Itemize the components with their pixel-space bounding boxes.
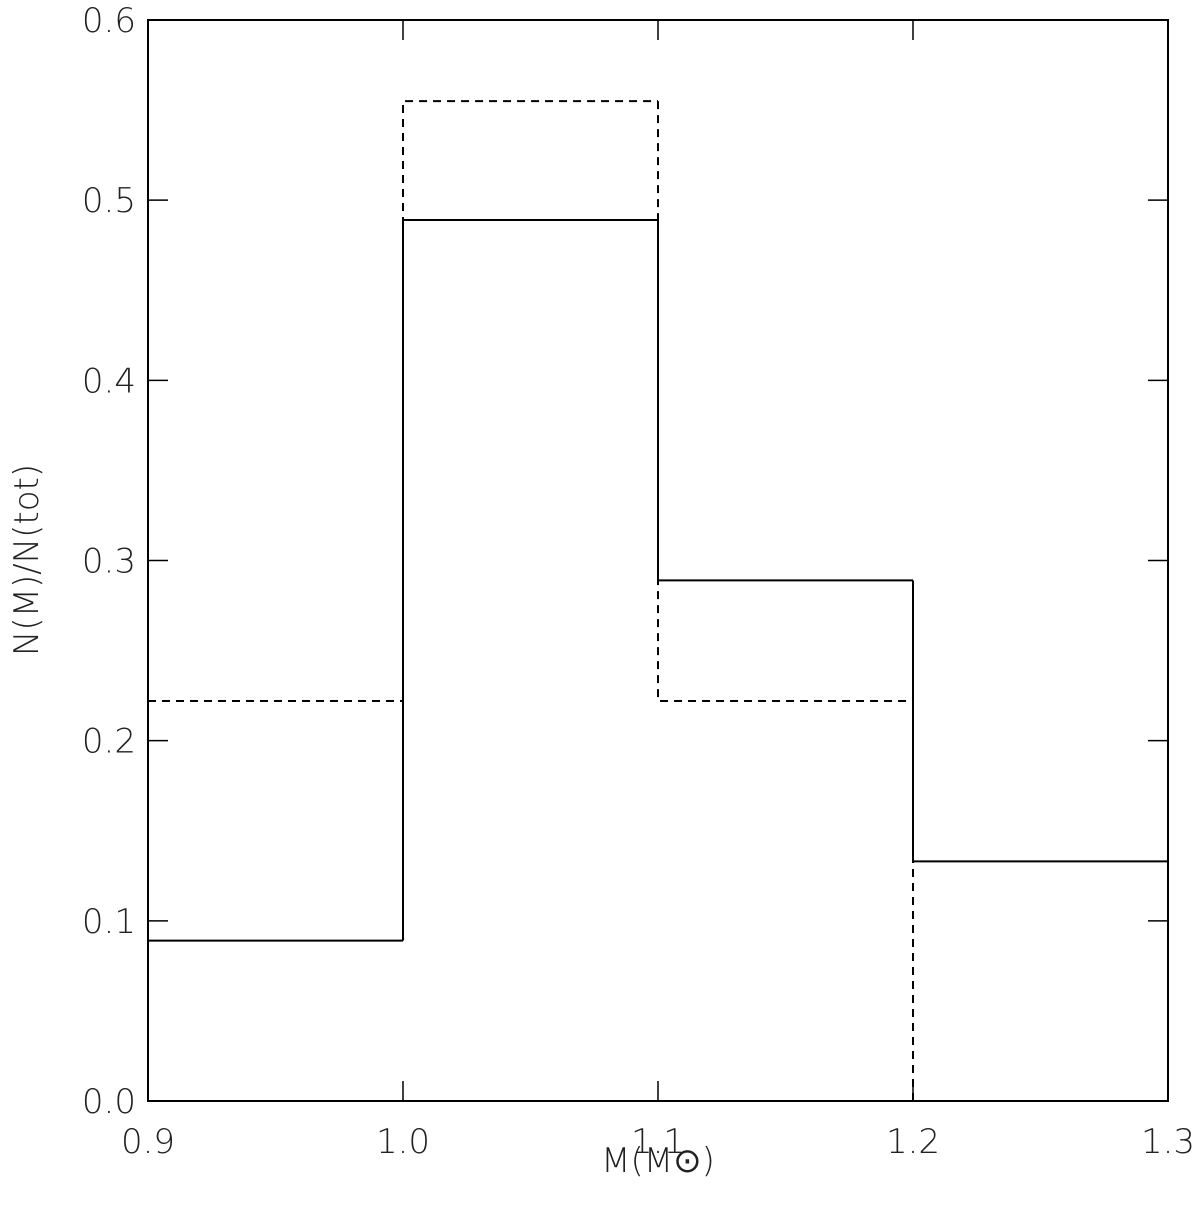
- y-axis-label: N(M)/N(tot): [7, 464, 47, 656]
- histogram-step: [912, 701, 1168, 1102]
- histogram-step: [657, 219, 913, 582]
- x-tick-label: 1.0: [376, 1122, 430, 1162]
- y-tick-label: 0.1: [82, 902, 136, 942]
- y-tick-label: 0.2: [82, 722, 136, 762]
- x-axis-label: M(M⊙): [601, 1141, 715, 1181]
- histogram-step: [402, 218, 658, 941]
- y-tick-label: 0.5: [82, 181, 136, 221]
- y-tick-label: 0.3: [82, 542, 136, 582]
- x-tick-label: 0.9: [121, 1122, 175, 1162]
- histogram-step: [402, 100, 658, 702]
- x-tick-label: 1.1: [631, 1122, 685, 1162]
- y-tick-label: 0.0: [82, 1082, 136, 1122]
- y-tick-label: 0.6: [82, 1, 136, 41]
- histogram-step: [912, 580, 1168, 863]
- x-tick-label: 1.2: [886, 1122, 940, 1162]
- x-tick-label: 1.3: [1141, 1122, 1195, 1162]
- histogram-step: [657, 101, 913, 703]
- y-tick-label: 0.4: [82, 361, 136, 401]
